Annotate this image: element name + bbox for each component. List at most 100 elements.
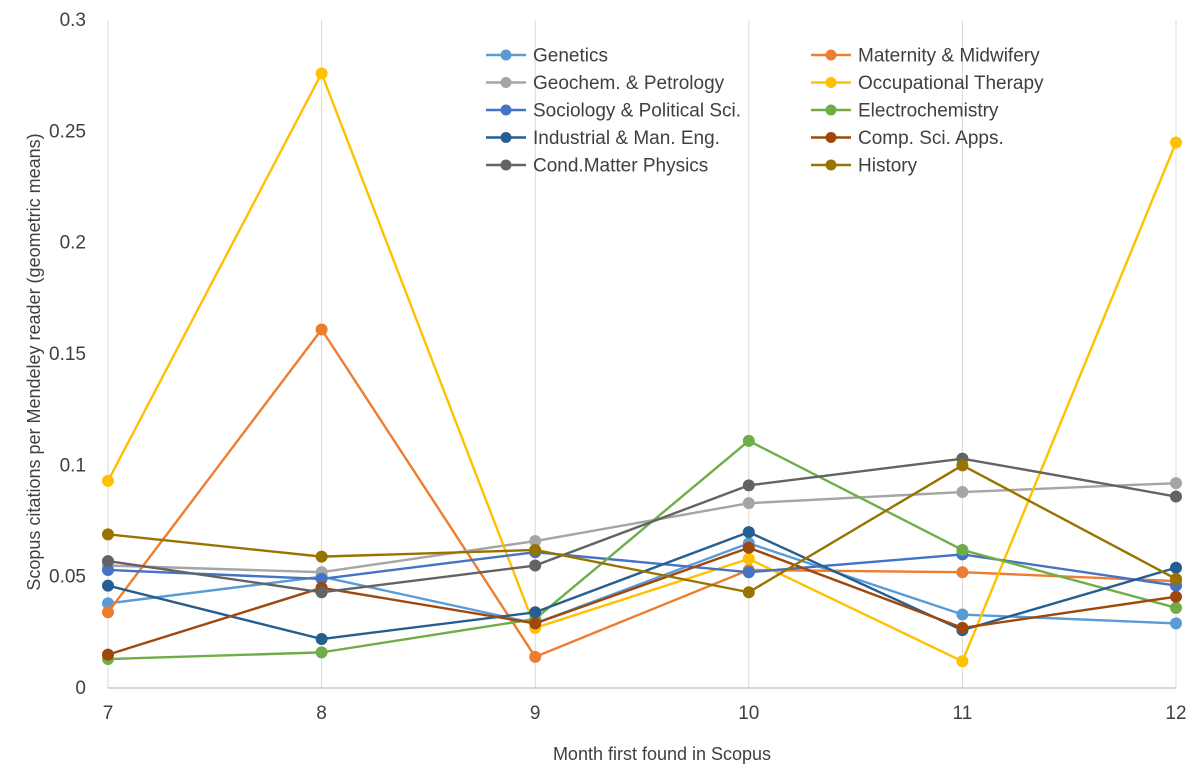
- data-point: [1170, 572, 1182, 585]
- data-point: [102, 648, 114, 661]
- legend-swatch-marker: [500, 77, 512, 88]
- legend-label: Electrochemistry: [858, 101, 999, 122]
- legend-swatch-marker: [825, 104, 837, 116]
- data-point: [956, 655, 969, 668]
- legend-entry: Maternity & Midwifery: [811, 46, 1040, 67]
- legend-entry: Industrial & Man. Eng.: [486, 128, 720, 149]
- legend-label: History: [858, 156, 918, 177]
- data-point: [529, 559, 542, 572]
- data-point: [102, 528, 114, 541]
- data-point: [529, 543, 542, 556]
- legend-entry: Genetics: [486, 46, 608, 67]
- data-point: [1170, 490, 1182, 503]
- x-tick-label: 8: [316, 703, 327, 724]
- y-tick-label: 0.15: [49, 344, 86, 365]
- data-point: [742, 566, 755, 579]
- series-line: [107, 550, 1177, 587]
- legend-entry: Electrochemistry: [811, 101, 999, 122]
- legend-entry: Geochem. & Petrology: [486, 73, 725, 94]
- legend-label: Industrial & Man. Eng.: [533, 128, 720, 149]
- x-tick-label: 9: [530, 703, 541, 724]
- y-tick-label: 0.2: [60, 233, 86, 254]
- legend: Genetics Maternity & Midwifery Geochem. & …: [486, 46, 1044, 177]
- y-axis-title: Scopus citations per Mendeley reader (ge…: [24, 133, 44, 590]
- data-point: [315, 67, 328, 80]
- data-point: [956, 459, 969, 472]
- data-point: [956, 566, 969, 579]
- x-tick-label: 7: [103, 703, 114, 724]
- series-line: [107, 464, 1177, 594]
- series-line: [107, 457, 1177, 594]
- data-point: [1170, 617, 1182, 630]
- data-point: [956, 608, 969, 621]
- legend-label: Occupational Therapy: [858, 73, 1044, 94]
- y-tick-label: 0: [75, 678, 86, 699]
- legend-swatch-marker: [825, 132, 837, 143]
- series-line: [106, 72, 1178, 663]
- data-point: [1170, 477, 1182, 490]
- data-point: [742, 526, 755, 539]
- data-point: [956, 621, 969, 634]
- legend-swatch-marker: [500, 104, 512, 116]
- legend-swatch-marker: [825, 77, 837, 88]
- data-point: [742, 497, 755, 510]
- data-point: [529, 650, 542, 663]
- data-point: [1170, 601, 1182, 614]
- legend-label: Geochem. & Petrology: [533, 73, 725, 94]
- legend-entry: Occupational Therapy: [811, 73, 1044, 94]
- legend-swatch-marker: [825, 49, 837, 61]
- legend-label: Sociology & Political Sci.: [533, 101, 741, 122]
- y-tick-label: 0.1: [60, 455, 86, 476]
- series-comp-sci-apps: [102, 541, 1182, 661]
- legend-swatch-marker: [500, 49, 512, 61]
- series-line: [107, 481, 1177, 574]
- legend-label: Cond.Matter Physics: [533, 156, 708, 177]
- legend-entry: Sociology & Political Sci.: [486, 101, 741, 122]
- series-line: [107, 542, 1177, 625]
- legend-label: Maternity & Midwifery: [858, 46, 1040, 67]
- x-axis-title: Month first found in Scopus: [553, 744, 771, 764]
- axes: 0 0.05 0.1 0.15 0.2 0.25 0.3 7 8 9 10 11 12: [49, 10, 1187, 724]
- data-point: [742, 434, 755, 447]
- legend-swatch-marker: [500, 132, 512, 143]
- data-point: [315, 323, 328, 336]
- data-point: [742, 479, 755, 492]
- data-point: [315, 550, 328, 563]
- series-history: [102, 459, 1182, 599]
- y-tick-label: 0.05: [49, 567, 86, 588]
- data-point: [742, 586, 755, 599]
- data-point: [315, 586, 328, 599]
- legend-label: Comp. Sci. Apps.: [858, 128, 1004, 149]
- data-point: [956, 486, 969, 499]
- data-point: [742, 541, 755, 554]
- data-point: [529, 606, 542, 619]
- data-point: [315, 633, 328, 646]
- data-point: [102, 579, 114, 592]
- data-point: [529, 617, 542, 630]
- data-point: [956, 543, 969, 556]
- legend-swatch-marker: [825, 159, 837, 171]
- x-tick-label: 12: [1165, 703, 1186, 724]
- legend-label: Genetics: [533, 46, 608, 67]
- legend-entry: Cond.Matter Physics: [486, 156, 708, 177]
- data-point: [1170, 136, 1182, 149]
- data-point: [102, 474, 114, 487]
- series-line: [107, 546, 1177, 656]
- data-point: [1170, 590, 1182, 603]
- legend-swatch-marker: [500, 159, 512, 171]
- data-point: [1170, 561, 1182, 574]
- y-tick-label: 0.3: [60, 10, 86, 31]
- legend-entry: History: [811, 156, 918, 177]
- data-point: [742, 552, 755, 565]
- x-tick-label: 10: [738, 703, 759, 724]
- data-point: [102, 555, 114, 568]
- gridlines: [107, 20, 1177, 688]
- legend-entry: Comp. Sci. Apps.: [811, 128, 1004, 149]
- series-maternity-midwifery: [102, 323, 1182, 663]
- data-point: [315, 646, 328, 659]
- data-series: [102, 67, 1182, 668]
- y-tick-label: 0.25: [49, 121, 86, 142]
- series-line: [107, 439, 1177, 661]
